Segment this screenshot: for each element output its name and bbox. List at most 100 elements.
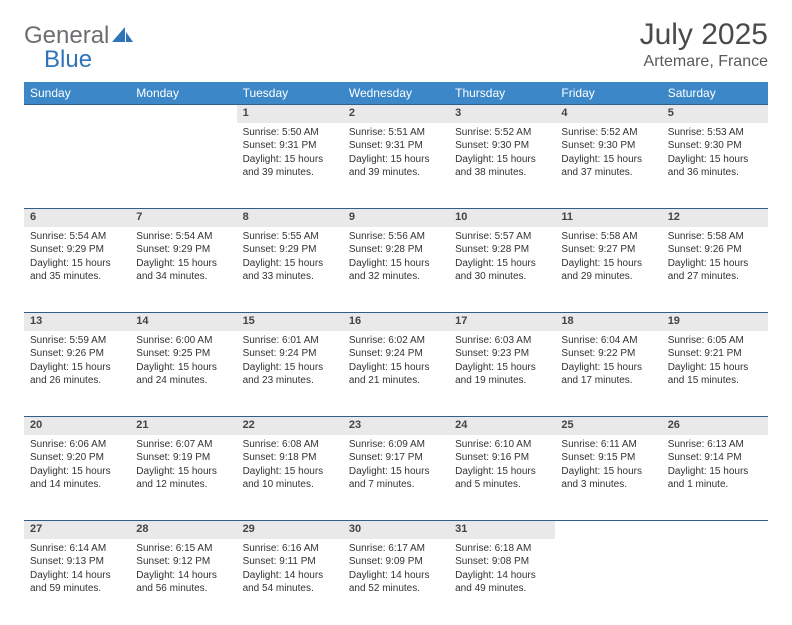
sunrise-line: Sunrise: 6:03 AM <box>455 334 549 348</box>
sunrise-line: Sunrise: 6:17 AM <box>349 542 443 556</box>
sunset-line: Sunset: 9:26 PM <box>668 243 762 257</box>
content-row: Sunrise: 5:54 AMSunset: 9:29 PMDaylight:… <box>24 227 768 313</box>
sunrise-line: Sunrise: 6:06 AM <box>30 438 124 452</box>
weekday-header: Tuesday <box>237 82 343 105</box>
sunset-line: Sunset: 9:30 PM <box>561 139 655 153</box>
sunset-line: Sunset: 9:29 PM <box>30 243 124 257</box>
sunset-line: Sunset: 9:20 PM <box>30 451 124 465</box>
day-number-cell: 12 <box>662 209 768 227</box>
sunset-line: Sunset: 9:16 PM <box>455 451 549 465</box>
day-number-cell: 29 <box>237 521 343 539</box>
daylight-line: Daylight: 15 hours and 14 minutes. <box>30 465 124 492</box>
day-content-cell: Sunrise: 5:57 AMSunset: 9:28 PMDaylight:… <box>449 227 555 313</box>
day-number-cell: 19 <box>662 313 768 331</box>
day-number-cell: 27 <box>24 521 130 539</box>
sunrise-line: Sunrise: 5:58 AM <box>561 230 655 244</box>
day-number-cell: 7 <box>130 209 236 227</box>
daylight-line: Daylight: 15 hours and 21 minutes. <box>349 361 443 388</box>
sunrise-line: Sunrise: 5:56 AM <box>349 230 443 244</box>
sunrise-line: Sunrise: 6:15 AM <box>136 542 230 556</box>
day-content-cell: Sunrise: 5:54 AMSunset: 9:29 PMDaylight:… <box>130 227 236 313</box>
sunrise-line: Sunrise: 5:59 AM <box>30 334 124 348</box>
daylight-line: Daylight: 14 hours and 52 minutes. <box>349 569 443 596</box>
sunrise-line: Sunrise: 6:04 AM <box>561 334 655 348</box>
day-content-cell: Sunrise: 5:51 AMSunset: 9:31 PMDaylight:… <box>343 123 449 209</box>
daylight-line: Daylight: 14 hours and 56 minutes. <box>136 569 230 596</box>
daylight-line: Daylight: 15 hours and 35 minutes. <box>30 257 124 284</box>
daylight-line: Daylight: 15 hours and 19 minutes. <box>455 361 549 388</box>
daylight-line: Daylight: 15 hours and 36 minutes. <box>668 153 762 180</box>
daynum-row: 6789101112 <box>24 209 768 227</box>
sunset-line: Sunset: 9:19 PM <box>136 451 230 465</box>
day-content-cell: Sunrise: 6:07 AMSunset: 9:19 PMDaylight:… <box>130 435 236 521</box>
sunrise-line: Sunrise: 6:09 AM <box>349 438 443 452</box>
sunrise-line: Sunrise: 6:16 AM <box>243 542 337 556</box>
sunrise-line: Sunrise: 5:52 AM <box>561 126 655 140</box>
sunset-line: Sunset: 9:08 PM <box>455 555 549 569</box>
day-content-cell: Sunrise: 5:52 AMSunset: 9:30 PMDaylight:… <box>555 123 661 209</box>
day-number-cell: 3 <box>449 105 555 123</box>
day-content-cell: Sunrise: 5:53 AMSunset: 9:30 PMDaylight:… <box>662 123 768 209</box>
day-number-cell: 22 <box>237 417 343 435</box>
sunset-line: Sunset: 9:30 PM <box>455 139 549 153</box>
day-content-cell: Sunrise: 6:02 AMSunset: 9:24 PMDaylight:… <box>343 331 449 417</box>
sunset-line: Sunset: 9:24 PM <box>349 347 443 361</box>
day-number-cell: 30 <box>343 521 449 539</box>
weekday-header-row: SundayMondayTuesdayWednesdayThursdayFrid… <box>24 82 768 105</box>
daylight-line: Daylight: 15 hours and 10 minutes. <box>243 465 337 492</box>
sunset-line: Sunset: 9:23 PM <box>455 347 549 361</box>
day-content-cell: Sunrise: 5:58 AMSunset: 9:26 PMDaylight:… <box>662 227 768 313</box>
weekday-header: Saturday <box>662 82 768 105</box>
daylight-line: Daylight: 14 hours and 59 minutes. <box>30 569 124 596</box>
daylight-line: Daylight: 15 hours and 32 minutes. <box>349 257 443 284</box>
sail-icon <box>112 26 134 48</box>
daylight-line: Daylight: 15 hours and 12 minutes. <box>136 465 230 492</box>
day-content-cell: Sunrise: 5:54 AMSunset: 9:29 PMDaylight:… <box>24 227 130 313</box>
day-content-cell: Sunrise: 5:55 AMSunset: 9:29 PMDaylight:… <box>237 227 343 313</box>
weekday-header: Thursday <box>449 82 555 105</box>
page-title: July 2025 <box>640 18 768 51</box>
day-number-cell: 11 <box>555 209 661 227</box>
brand-logo: GeneralBlue <box>24 18 134 72</box>
sunset-line: Sunset: 9:09 PM <box>349 555 443 569</box>
weekday-header: Monday <box>130 82 236 105</box>
sunset-line: Sunset: 9:27 PM <box>561 243 655 257</box>
day-content-cell: Sunrise: 5:58 AMSunset: 9:27 PMDaylight:… <box>555 227 661 313</box>
sunrise-line: Sunrise: 5:51 AM <box>349 126 443 140</box>
day-content-cell: Sunrise: 6:10 AMSunset: 9:16 PMDaylight:… <box>449 435 555 521</box>
daylight-line: Daylight: 15 hours and 24 minutes. <box>136 361 230 388</box>
location-label: Artemare, France <box>640 53 768 71</box>
day-number-cell <box>662 521 768 539</box>
day-number-cell: 13 <box>24 313 130 331</box>
sunrise-line: Sunrise: 5:54 AM <box>136 230 230 244</box>
sunset-line: Sunset: 9:24 PM <box>243 347 337 361</box>
day-number-cell: 8 <box>237 209 343 227</box>
sunset-line: Sunset: 9:31 PM <box>243 139 337 153</box>
day-number-cell: 24 <box>449 417 555 435</box>
day-content-cell: Sunrise: 6:06 AMSunset: 9:20 PMDaylight:… <box>24 435 130 521</box>
day-number-cell: 18 <box>555 313 661 331</box>
daynum-row: 12345 <box>24 105 768 123</box>
day-number-cell: 16 <box>343 313 449 331</box>
daylight-line: Daylight: 15 hours and 1 minute. <box>668 465 762 492</box>
sunset-line: Sunset: 9:31 PM <box>349 139 443 153</box>
day-content-cell: Sunrise: 6:09 AMSunset: 9:17 PMDaylight:… <box>343 435 449 521</box>
sunrise-line: Sunrise: 5:54 AM <box>30 230 124 244</box>
daylight-line: Daylight: 15 hours and 27 minutes. <box>668 257 762 284</box>
day-number-cell: 2 <box>343 105 449 123</box>
sunrise-line: Sunrise: 6:01 AM <box>243 334 337 348</box>
day-number-cell: 1 <box>237 105 343 123</box>
day-number-cell: 26 <box>662 417 768 435</box>
daylight-line: Daylight: 15 hours and 34 minutes. <box>136 257 230 284</box>
day-content-cell: Sunrise: 6:05 AMSunset: 9:21 PMDaylight:… <box>662 331 768 417</box>
day-number-cell: 31 <box>449 521 555 539</box>
daylight-line: Daylight: 14 hours and 54 minutes. <box>243 569 337 596</box>
sunset-line: Sunset: 9:30 PM <box>668 139 762 153</box>
sunrise-line: Sunrise: 6:00 AM <box>136 334 230 348</box>
daylight-line: Daylight: 15 hours and 37 minutes. <box>561 153 655 180</box>
day-content-cell <box>24 123 130 209</box>
daylight-line: Daylight: 15 hours and 29 minutes. <box>561 257 655 284</box>
day-number-cell: 17 <box>449 313 555 331</box>
daylight-line: Daylight: 15 hours and 23 minutes. <box>243 361 337 388</box>
day-number-cell: 23 <box>343 417 449 435</box>
